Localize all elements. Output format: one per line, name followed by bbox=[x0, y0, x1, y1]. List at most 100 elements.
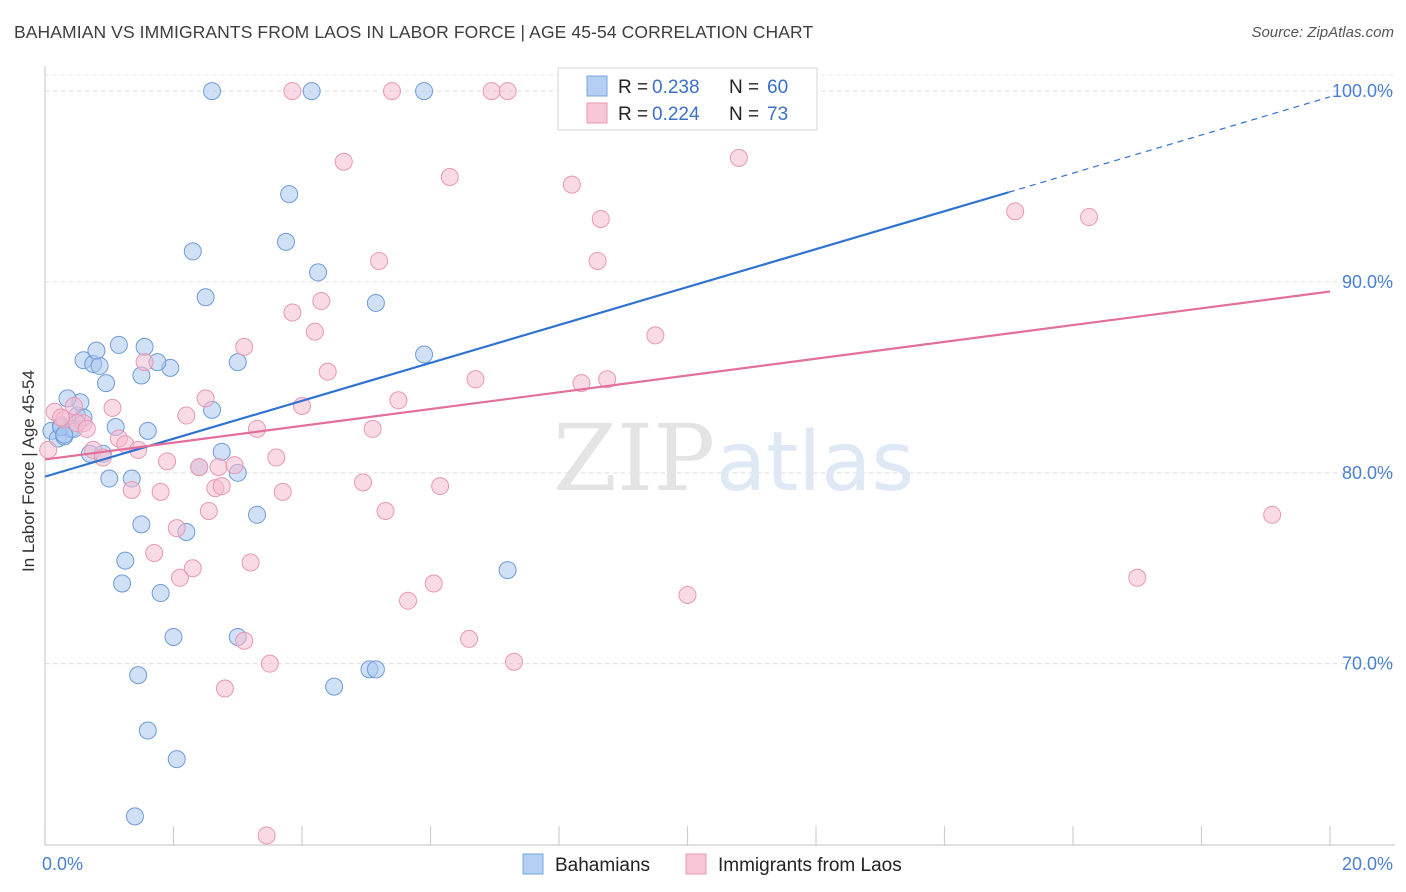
series-legend: Bahamians Immigrants from Laos bbox=[522, 853, 902, 876]
point-laos bbox=[389, 391, 408, 410]
bottom-legend-swatch-laos bbox=[685, 853, 707, 875]
point-bahamians bbox=[366, 293, 385, 312]
legend-n-label-2: N = bbox=[729, 104, 759, 125]
point-laos bbox=[440, 167, 459, 186]
watermark-zip: ZIP bbox=[553, 405, 715, 512]
point-laos bbox=[135, 353, 154, 372]
point-laos bbox=[267, 448, 286, 467]
bottom-legend-bahamians: Bahamians bbox=[555, 855, 650, 876]
point-laos bbox=[248, 419, 267, 438]
point-laos bbox=[729, 148, 748, 167]
point-laos bbox=[283, 303, 302, 322]
legend-r-label-2: R = bbox=[618, 104, 648, 125]
point-laos bbox=[354, 473, 373, 492]
y-tick-label: 70.0% bbox=[1342, 654, 1393, 674]
point-laos bbox=[235, 337, 254, 356]
chart-title: BAHAMIAN VS IMMIGRANTS FROM LAOS IN LABO… bbox=[14, 22, 814, 42]
point-laos bbox=[1006, 202, 1025, 221]
point-laos bbox=[646, 326, 665, 345]
point-laos bbox=[562, 175, 581, 194]
x-tick-label: 0.0% bbox=[42, 854, 83, 874]
point-bahamians bbox=[135, 337, 154, 356]
legend-r-label-1: R = bbox=[618, 77, 648, 98]
y-tick-label: 80.0% bbox=[1342, 463, 1393, 483]
legend-n-label-1: N = bbox=[729, 77, 759, 98]
point-laos bbox=[312, 292, 331, 311]
point-laos bbox=[505, 652, 524, 671]
point-bahamians bbox=[183, 242, 202, 261]
legend-swatch-bahamians bbox=[586, 75, 608, 97]
point-laos bbox=[1080, 208, 1099, 227]
y-axis-label: In Labor Force | Age 45-54 bbox=[19, 370, 38, 572]
point-bahamians bbox=[203, 82, 222, 101]
point-laos bbox=[235, 631, 254, 650]
point-bahamians bbox=[164, 627, 183, 646]
x-tick-label: 20.0% bbox=[1342, 854, 1393, 874]
point-laos bbox=[318, 362, 337, 381]
point-laos bbox=[678, 585, 697, 604]
point-bahamians bbox=[151, 584, 170, 603]
point-bahamians bbox=[138, 721, 157, 740]
point-laos bbox=[241, 553, 260, 572]
point-laos bbox=[424, 574, 443, 593]
point-laos bbox=[77, 419, 96, 438]
point-laos bbox=[370, 251, 389, 270]
point-laos bbox=[283, 82, 302, 101]
point-laos bbox=[1263, 505, 1282, 524]
point-bahamians bbox=[415, 82, 434, 101]
point-laos bbox=[151, 482, 170, 501]
bottom-legend-swatch-bahamians bbox=[522, 853, 544, 875]
point-laos bbox=[158, 452, 177, 471]
y-tick-label: 100.0% bbox=[1332, 81, 1393, 101]
point-laos bbox=[482, 82, 501, 101]
point-bahamians bbox=[87, 341, 106, 360]
point-laos bbox=[498, 82, 517, 101]
point-laos bbox=[273, 482, 292, 501]
point-laos bbox=[225, 456, 244, 475]
point-laos bbox=[167, 519, 186, 538]
point-laos bbox=[305, 322, 324, 341]
point-laos bbox=[257, 826, 276, 845]
point-bahamians bbox=[280, 185, 299, 204]
point-bahamians bbox=[116, 551, 135, 570]
correlation-legend: R = 0.238 N = 60 R = 0.224 N = 73 bbox=[557, 67, 818, 131]
point-laos bbox=[572, 374, 591, 393]
legend-n-value-2: 73 bbox=[767, 104, 788, 125]
point-bahamians bbox=[366, 660, 385, 679]
point-laos bbox=[122, 480, 141, 499]
point-laos bbox=[466, 370, 485, 389]
point-laos bbox=[64, 397, 83, 416]
data-points bbox=[39, 82, 1282, 845]
point-bahamians bbox=[212, 442, 231, 461]
point-bahamians bbox=[113, 574, 132, 593]
legend-r-value-1: 0.238 bbox=[652, 77, 700, 98]
point-laos bbox=[212, 477, 231, 496]
point-bahamians bbox=[498, 561, 517, 580]
trend-line-laos bbox=[44, 290, 1331, 461]
source-label: Source: ZipAtlas.com bbox=[1251, 24, 1394, 41]
point-bahamians bbox=[415, 345, 434, 364]
legend-r-value-2: 0.224 bbox=[652, 104, 700, 125]
point-bahamians bbox=[132, 515, 151, 534]
point-bahamians bbox=[129, 666, 148, 685]
point-bahamians bbox=[302, 82, 321, 101]
x-tick-labels: 0.0% 20.0% bbox=[42, 854, 1393, 874]
bottom-legend-laos: Immigrants from Laos bbox=[718, 855, 902, 876]
point-laos bbox=[199, 501, 218, 520]
trend-line-bahamians-extension bbox=[1008, 96, 1331, 193]
point-bahamians bbox=[97, 374, 116, 393]
point-bahamians bbox=[228, 353, 247, 372]
point-bahamians bbox=[248, 505, 267, 524]
point-laos bbox=[260, 654, 279, 673]
point-laos bbox=[376, 501, 395, 520]
point-bahamians bbox=[196, 288, 215, 307]
point-laos bbox=[39, 440, 58, 459]
point-laos bbox=[52, 408, 71, 427]
watermark: ZIP atlas bbox=[553, 405, 914, 512]
point-laos bbox=[183, 559, 202, 578]
point-bahamians bbox=[309, 263, 328, 282]
point-bahamians bbox=[138, 421, 157, 440]
point-laos bbox=[399, 591, 418, 610]
point-laos bbox=[334, 152, 353, 171]
